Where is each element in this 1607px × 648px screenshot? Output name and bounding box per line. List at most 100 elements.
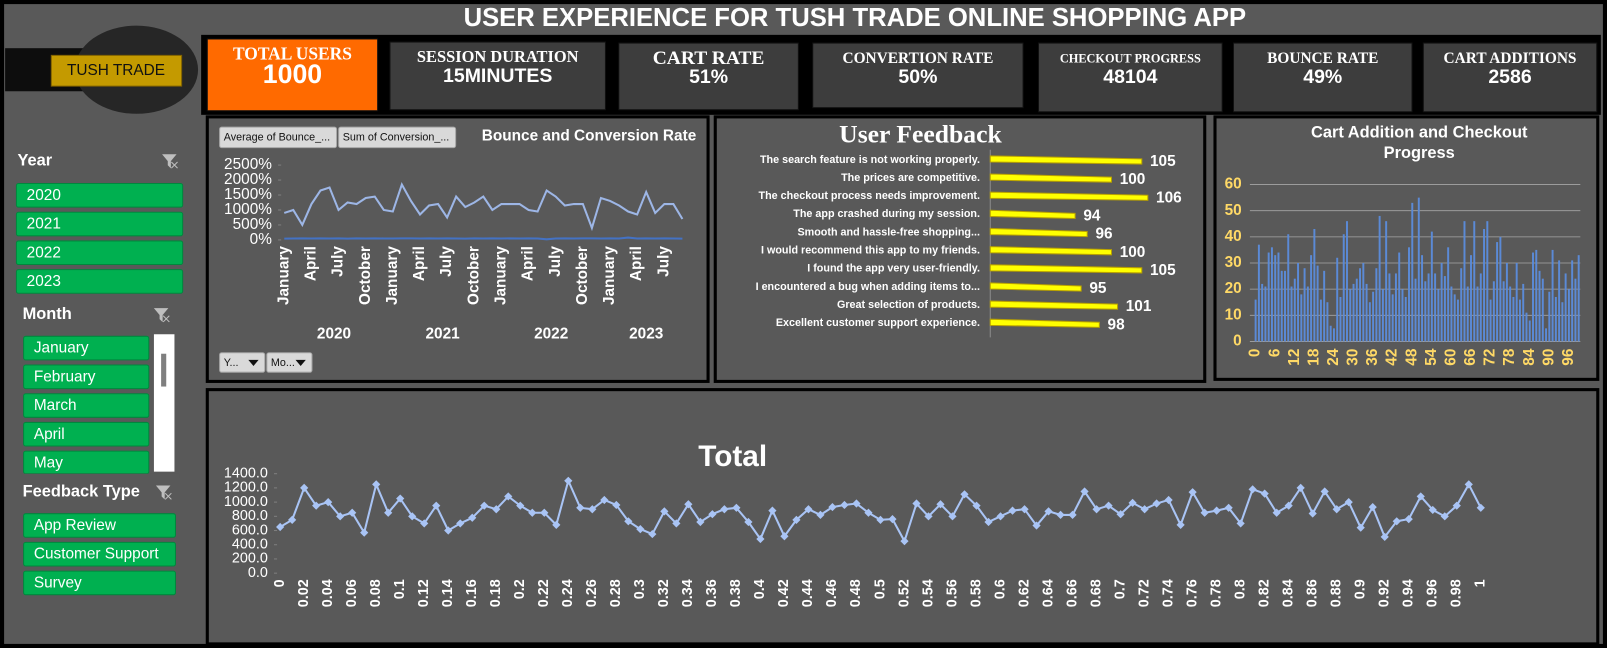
bar (1535, 249, 1538, 342)
y-tick-label: 400.0 (232, 537, 268, 553)
slicer-button[interactable] (15, 183, 184, 208)
clear-filter-icon[interactable] (153, 308, 170, 323)
field-button[interactable] (338, 126, 457, 149)
x-tick-label: 90 (1540, 349, 1557, 366)
bar (1427, 273, 1430, 342)
data-marker (528, 508, 537, 517)
slicer-button[interactable] (15, 269, 184, 294)
data-marker (1020, 505, 1029, 514)
x-tick-label: July (547, 246, 564, 277)
bar (1411, 202, 1414, 342)
x-tick-label: 0.26 (584, 579, 600, 607)
bar (1316, 265, 1319, 342)
x-tick-label: 0.38 (728, 579, 744, 607)
x-tick-label: July (655, 246, 672, 277)
slicer-button[interactable] (23, 570, 176, 596)
data-marker (588, 505, 597, 514)
field-button[interactable] (219, 126, 338, 149)
dropdown-arrow[interactable] (248, 359, 259, 367)
kpi-label: CHECKOUT PROGRESS (1060, 51, 1201, 65)
bar (1417, 197, 1420, 342)
data-line (283, 182, 684, 232)
chart-panel (205, 115, 710, 383)
slicer-item: May (34, 455, 63, 472)
x-tick-label: 0.3 (632, 579, 648, 599)
bar (1492, 281, 1495, 342)
kpi-value: 2586 (1488, 66, 1532, 88)
x-tick-label: 0.54 (920, 579, 936, 607)
slicer-item: App Review (34, 517, 117, 534)
bar (1479, 273, 1482, 342)
data-marker (1296, 483, 1305, 493)
bar (1378, 215, 1381, 342)
bar (1394, 273, 1397, 342)
data-marker (1320, 487, 1329, 496)
kpi-label: CART RATE (653, 48, 765, 69)
filter-button[interactable] (219, 352, 266, 373)
bar (1306, 286, 1309, 342)
bar (1571, 260, 1574, 342)
x-tick-label: 6 (1266, 349, 1283, 358)
data-marker (828, 502, 837, 512)
slicer-button[interactable] (23, 421, 150, 447)
x-tick-label: 0 (272, 579, 288, 587)
bar (1329, 325, 1332, 342)
data-marker (1080, 487, 1089, 496)
bar (1564, 273, 1567, 342)
x-tick-label: October (465, 246, 482, 305)
bar (1430, 231, 1433, 342)
bar (1349, 289, 1352, 342)
data-marker (804, 505, 813, 514)
x-tick-label: 0.44 (800, 579, 816, 607)
slicer-button[interactable] (23, 364, 150, 390)
slicer-button[interactable] (23, 513, 176, 538)
kpi-card (618, 42, 799, 111)
bar (1303, 268, 1306, 342)
chart-title: Bounce and Conversion Rate (482, 127, 697, 144)
x-tick-label: April (302, 246, 319, 281)
slicer-button[interactable] (15, 211, 184, 237)
x-tick-label: 0.82 (1256, 579, 1272, 607)
bar (1476, 286, 1479, 342)
dropdown-arrow[interactable] (295, 359, 306, 367)
kpi-label: CONVERTION RATE (842, 50, 993, 67)
slicer-title: Feedback Type (23, 482, 140, 500)
x-tick-label: 0 (1247, 349, 1264, 358)
bar (1470, 255, 1472, 342)
bar (1567, 289, 1570, 342)
x-tick-label: 54 (1423, 348, 1440, 366)
x-tick-label: April (411, 246, 428, 281)
x-tick-label: 0.76 (1184, 579, 1200, 607)
bar (1332, 328, 1335, 342)
slicer-button[interactable] (23, 393, 150, 418)
bar (1502, 281, 1505, 342)
clear-filter-icon[interactable] (155, 485, 172, 500)
bar (1512, 296, 1515, 342)
slicer-item: 2021 (27, 216, 61, 233)
x-tick-label: 0.6 (992, 579, 1008, 599)
slicer-button[interactable] (23, 541, 176, 567)
bar (1518, 299, 1521, 342)
filter-button-label: Mo... (271, 357, 295, 369)
x-tick-label: 0.16 (464, 579, 480, 607)
kpi-label: CART ADDITIONS (1444, 50, 1577, 67)
bar (1323, 270, 1326, 342)
x-tick-label: October (357, 246, 374, 305)
y-tick-label: 2000% (224, 171, 272, 188)
kpi-card (389, 41, 606, 111)
clear-filter-icon[interactable] (162, 154, 178, 169)
slicer-button[interactable] (23, 335, 150, 361)
scrollbar-thumb[interactable] (161, 353, 167, 387)
data-label: 101 (1126, 298, 1152, 315)
scrollbar[interactable] (153, 334, 175, 472)
bar (1466, 286, 1469, 342)
bar (1297, 262, 1300, 342)
bar (1313, 229, 1316, 342)
bar (1261, 283, 1264, 342)
y-tick-label: 0 (1233, 332, 1242, 349)
bar (1274, 255, 1277, 342)
bar (989, 209, 1076, 220)
filter-button[interactable] (266, 352, 313, 373)
slicer-button[interactable] (15, 240, 184, 266)
bar (1300, 294, 1303, 342)
